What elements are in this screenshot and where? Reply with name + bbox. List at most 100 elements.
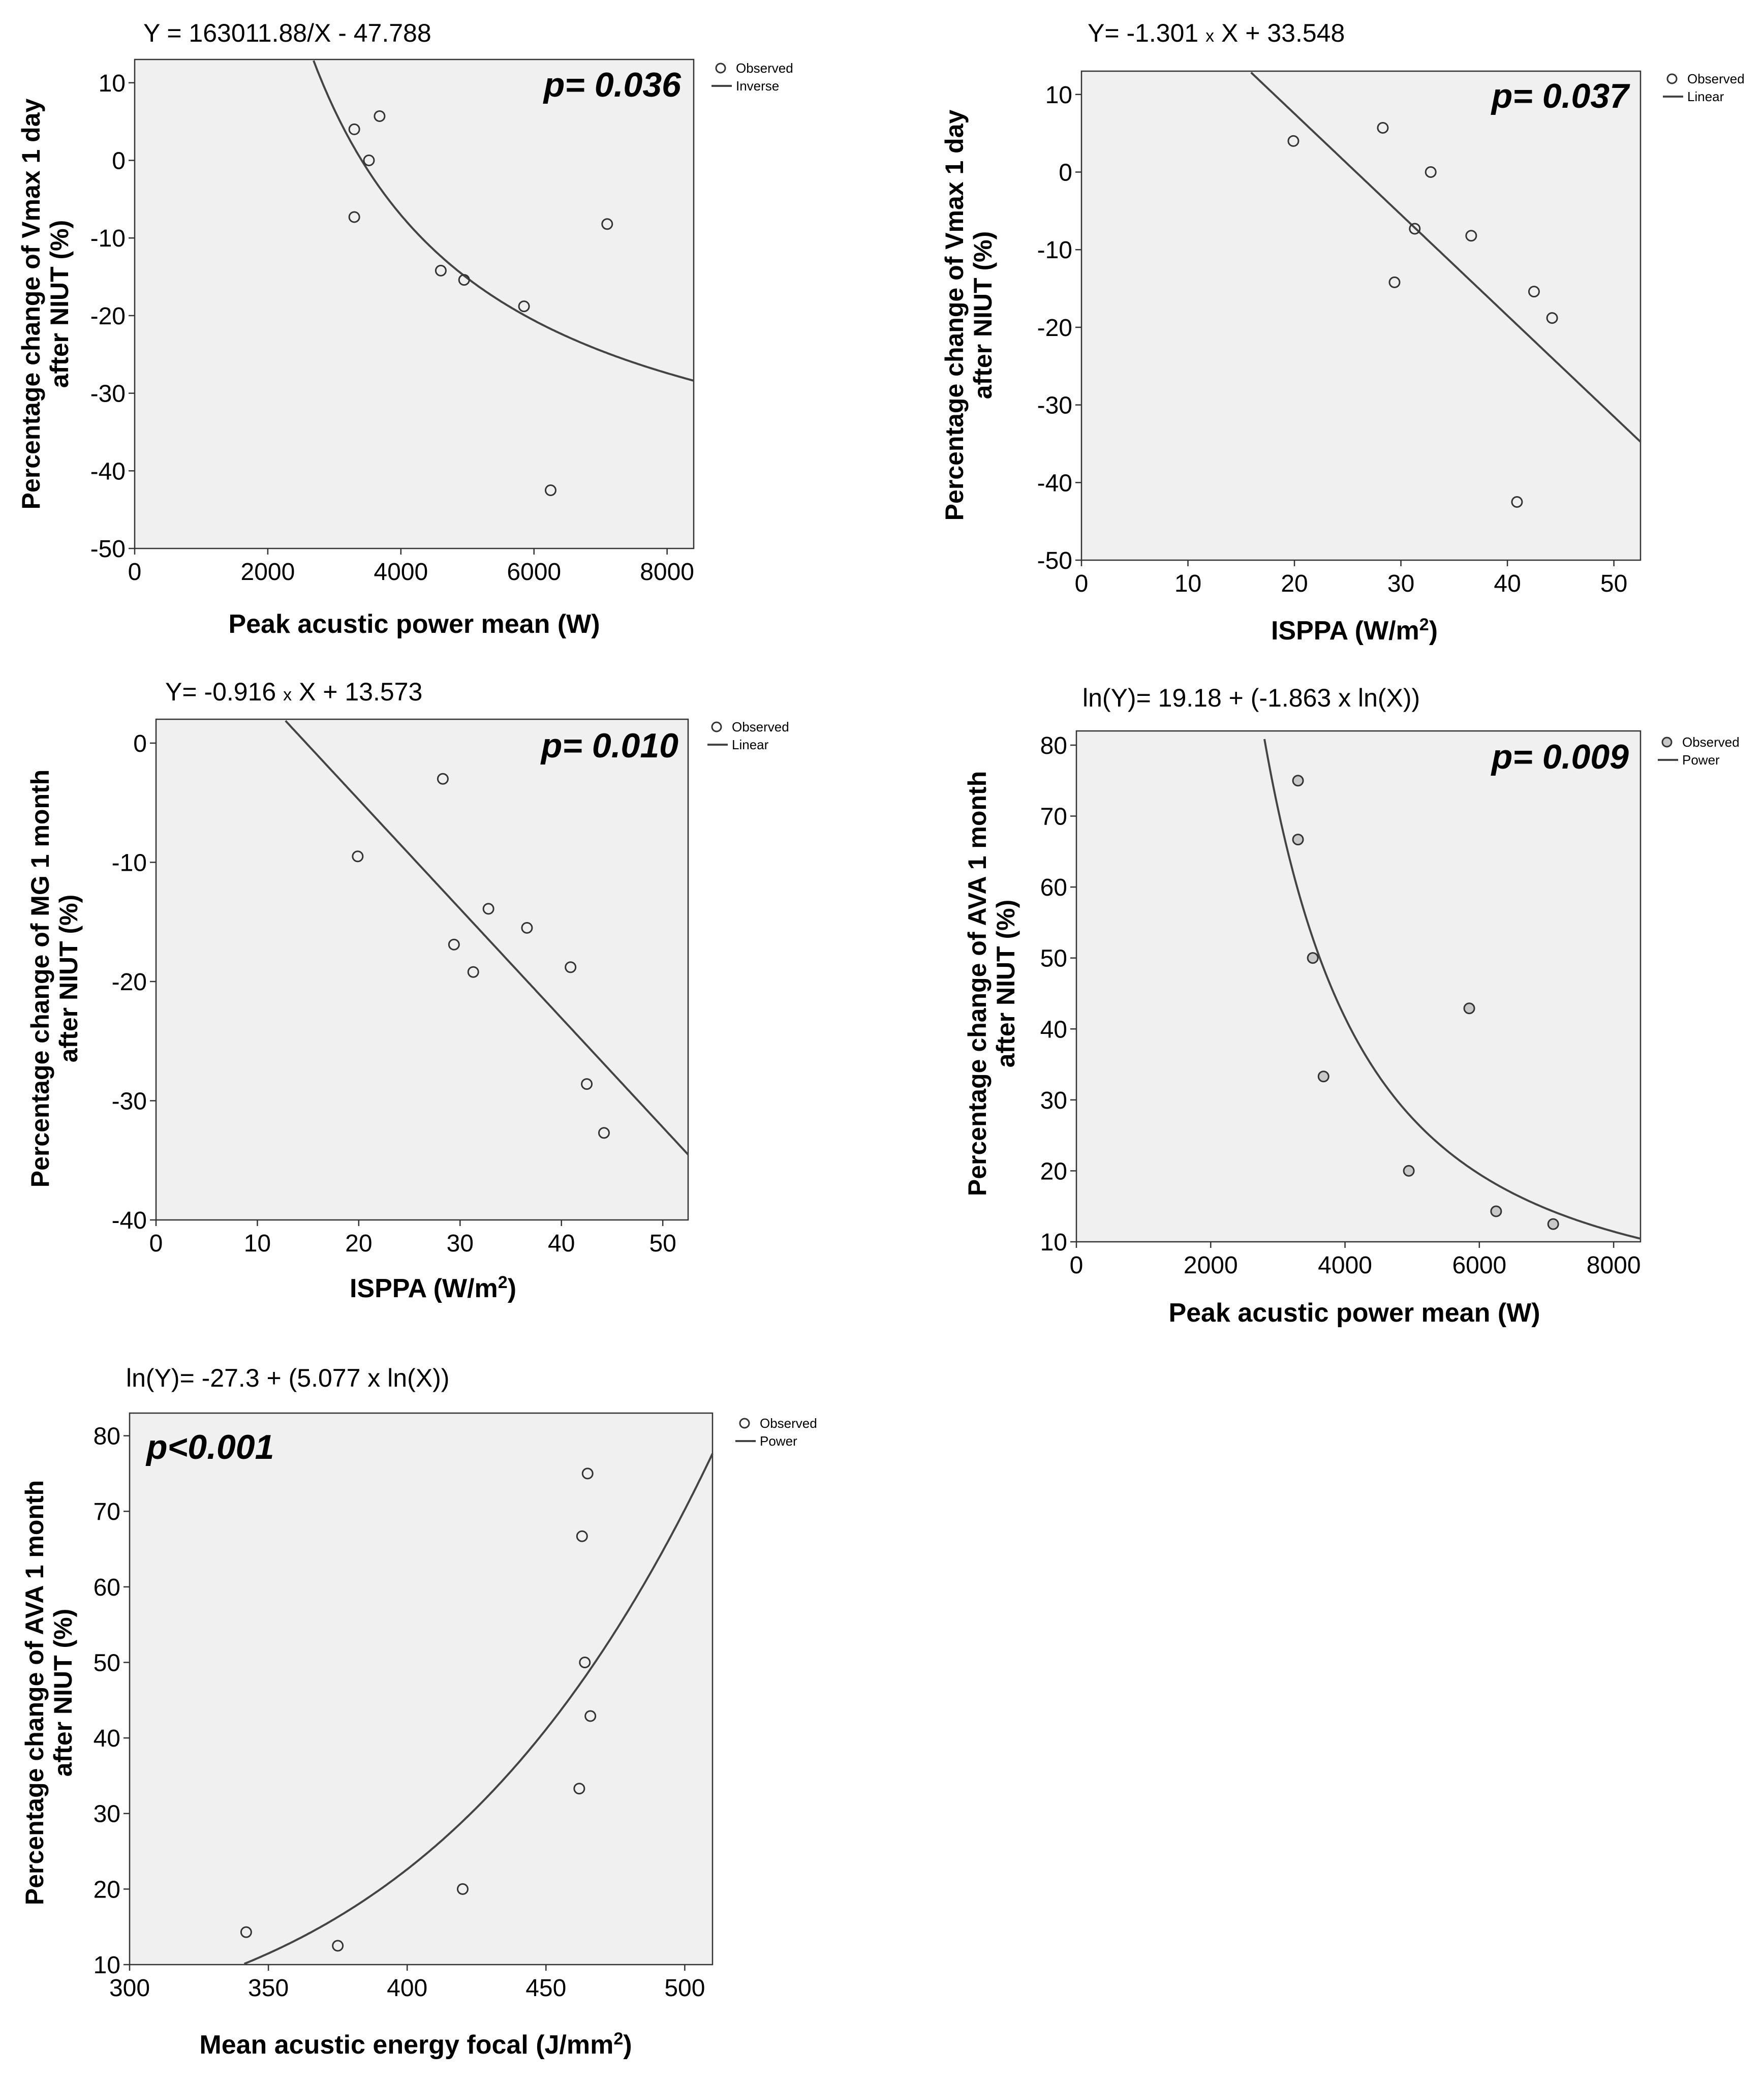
- data-point: [573, 1783, 585, 1795]
- chart-5-y-axis: 10 20 30 40 50 60 70 80: [94, 1423, 130, 1979]
- chart-2-legend: Observed Linear: [1663, 71, 1745, 104]
- chart-5-y-label-line2: after NIUT (%): [49, 1609, 77, 1777]
- chart-3-equation-suffix: X + 13.573: [292, 678, 422, 706]
- legend-observed-label: Observed: [760, 1416, 817, 1431]
- x-tick-label: 0: [1075, 570, 1089, 597]
- chart-3-legend: Observed Linear: [707, 719, 789, 752]
- chart-2-points: [1287, 121, 1558, 508]
- chart-1-y-label: Percentage change of Vmax 1 day after NI…: [17, 98, 74, 509]
- y-tick-label: 50: [1040, 945, 1067, 972]
- chart-1-y-label-line1: Percentage change of Vmax 1 day: [17, 98, 45, 509]
- chart-3-equation-times: x: [283, 685, 292, 705]
- chart-4-fit-curve: [1263, 739, 1641, 1240]
- x-tick-label: 8000: [1587, 1252, 1641, 1279]
- x-tick-label: 2000: [241, 559, 295, 586]
- chart-2-x-label-sup: 2: [1419, 615, 1429, 634]
- data-point: [435, 264, 447, 277]
- chart-3-x-label: ISPPA (W/m2): [350, 1273, 516, 1303]
- chart-3-x-label-sup: 2: [498, 1273, 508, 1292]
- legend-observed-label: Observed: [736, 60, 793, 76]
- chart-3-x-label-text: ISPPA (W/m: [350, 1274, 498, 1303]
- chart-1-y-label-line2: after NIUT (%): [45, 220, 74, 388]
- y-tick-label: 40: [94, 1725, 120, 1752]
- legend-fit-label: Inverse: [736, 78, 779, 94]
- chart-3-y-label-line2: after NIUT (%): [54, 895, 83, 1063]
- chart-5-legend: Observed Power: [735, 1416, 817, 1449]
- y-tick-label: 20: [1040, 1158, 1067, 1185]
- y-tick-label: -30: [112, 1088, 147, 1115]
- data-point: [332, 1940, 344, 1952]
- x-tick-label: 0: [128, 559, 142, 586]
- y-tick-label: -20: [112, 969, 147, 996]
- chart-4-points: [1292, 775, 1559, 1230]
- y-tick-label: 70: [94, 1498, 120, 1525]
- legend-observed-marker: [1666, 73, 1678, 84]
- chart-3-equation-prefix: Y= -0.916: [165, 678, 283, 706]
- chart-2-x-label-text: ISPPA (W/m: [1271, 616, 1419, 646]
- x-tick-label: 40: [1494, 570, 1521, 597]
- chart-3-equation: Y= -0.916 x X + 13.573: [165, 678, 422, 706]
- chart-ava-vs-energy-focal: ln(Y)= -27.3 + (5.077 x ln(X)) p<0.001 O…: [20, 1364, 817, 2060]
- x-tick-label: 50: [649, 1230, 676, 1257]
- y-tick-label: 0: [133, 730, 147, 757]
- x-tick-label: 350: [248, 1975, 289, 2002]
- chart-4-equation: ln(Y)= 19.18 + (-1.863 x ln(X)): [1082, 684, 1420, 712]
- chart-5-y-label-line1: Percentage change of AVA 1 month: [20, 1480, 49, 1905]
- data-point: [1287, 135, 1299, 147]
- data-point: [1317, 1070, 1329, 1083]
- chart-1-fit-curve: [313, 60, 694, 382]
- data-point: [448, 938, 460, 951]
- y-tick-label: -10: [90, 225, 126, 252]
- data-point: [1388, 276, 1401, 288]
- data-point: [482, 903, 494, 915]
- chart-1-legend: Observed Inverse: [711, 60, 793, 94]
- data-point: [348, 123, 360, 135]
- x-tick-label: 400: [387, 1975, 427, 2002]
- x-tick-label: 20: [1281, 570, 1308, 597]
- legend-fit-label: Linear: [1687, 89, 1724, 104]
- chart-vmax-vs-peak-power: Y = 163011.88/X - 47.788 p= 0.036 Observ…: [17, 19, 793, 639]
- chart-2-y-axis: -50 -40 -30 -20 -10 0 10: [1037, 82, 1081, 574]
- chart-2-x-axis: 0 10 20 30 40 50: [1075, 560, 1627, 597]
- chart-2-x-label-end: ): [1429, 616, 1438, 646]
- chart-ava-vs-peak-power: ln(Y)= 19.18 + (-1.863 x ln(X)) p= 0.009…: [963, 684, 1740, 1328]
- legend-fit-label: Power: [760, 1433, 797, 1449]
- legend-observed-label: Observed: [1682, 735, 1740, 750]
- chart-3-fit-line: [285, 720, 689, 1155]
- x-tick-label: 8000: [640, 559, 694, 586]
- y-tick-label: -20: [1037, 315, 1072, 342]
- chart-5-x-label-end: ): [623, 2030, 632, 2060]
- y-tick-label: 30: [1040, 1087, 1067, 1114]
- data-point: [348, 211, 360, 223]
- chart-2-y-label: Percentage change of Vmax 1 day after NI…: [940, 109, 997, 521]
- data-point: [581, 1467, 594, 1480]
- chart-5-fit-curve: [243, 1453, 714, 1965]
- chart-5-x-axis: 300 350 400 450 500: [109, 1965, 705, 2002]
- chart-5-y-label: Percentage change of AVA 1 month after N…: [20, 1480, 77, 1905]
- y-tick-label: -30: [90, 381, 126, 408]
- y-tick-label: -20: [90, 303, 126, 330]
- x-tick-label: 10: [244, 1230, 271, 1257]
- chart-2-equation-prefix: Y= -1.301: [1088, 19, 1205, 47]
- chart-4-legend: Observed Power: [1658, 735, 1740, 768]
- data-point: [374, 110, 386, 122]
- data-point: [579, 1656, 591, 1668]
- y-tick-label: 70: [1040, 804, 1067, 831]
- chart-4-y-label: Percentage change of AVA 1 month after N…: [963, 771, 1020, 1196]
- chart-2-fit-line: [1250, 72, 1642, 443]
- chart-5-x-label-sup: 2: [613, 2029, 623, 2048]
- data-point: [584, 1710, 597, 1722]
- data-point: [1490, 1205, 1502, 1217]
- y-tick-label: 0: [1059, 160, 1072, 187]
- chart-2-y-label-line2: after NIUT (%): [969, 231, 997, 400]
- y-tick-label: 10: [1045, 82, 1072, 109]
- data-point: [1292, 834, 1304, 846]
- data-point: [1307, 952, 1319, 964]
- data-point: [363, 155, 375, 167]
- legend-observed-marker: [715, 63, 726, 74]
- chart-1-x-label: Peak acustic power mean (W): [228, 609, 600, 639]
- data-point: [1465, 230, 1477, 242]
- x-tick-label: 450: [525, 1975, 566, 2002]
- y-tick-label: -50: [1037, 547, 1072, 574]
